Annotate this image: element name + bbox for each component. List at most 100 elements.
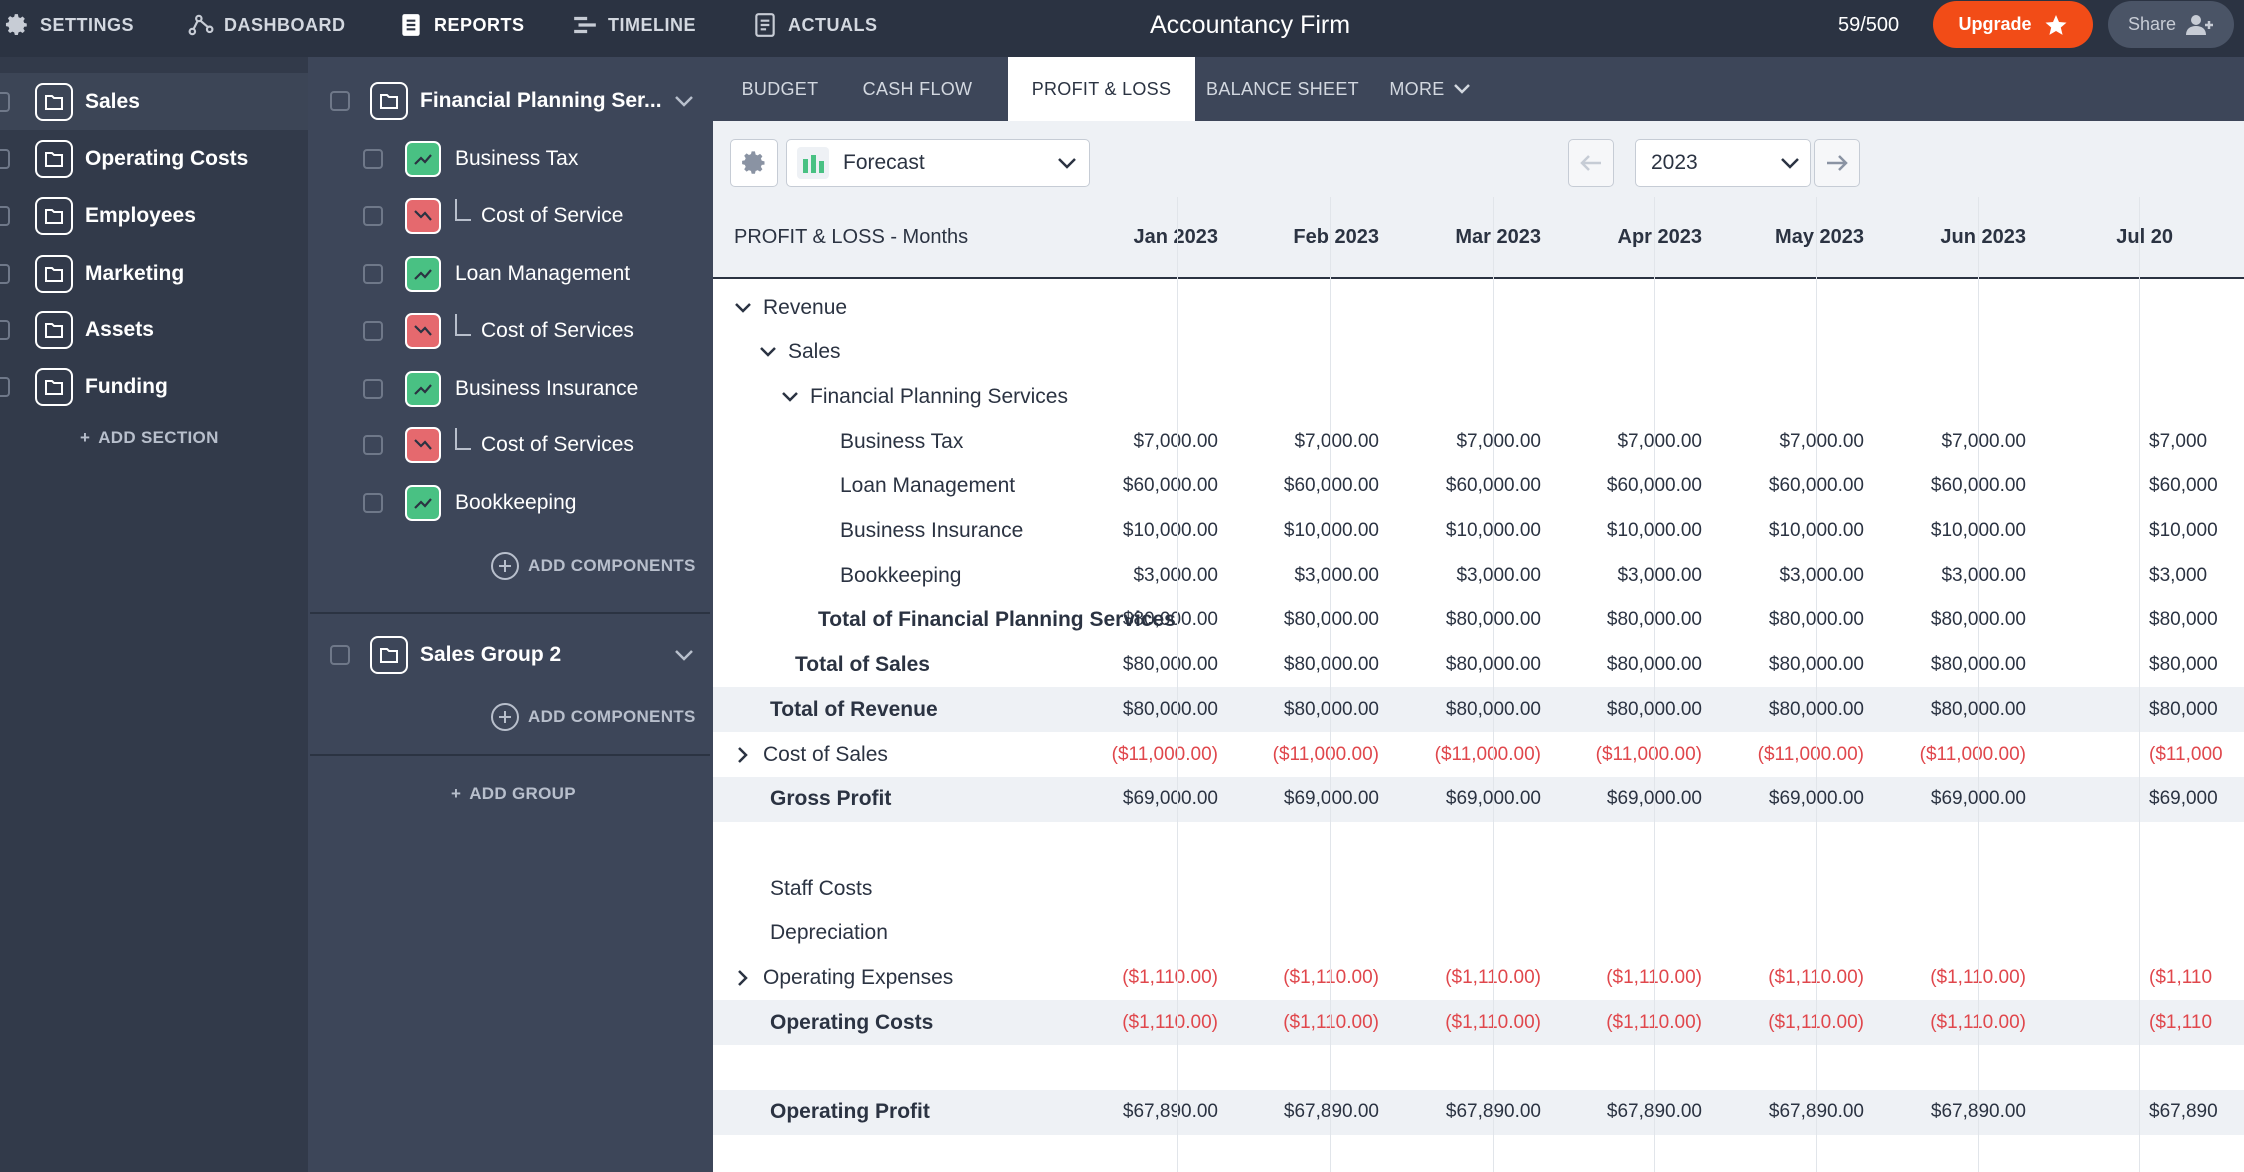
add-section-button[interactable]: + ADD SECTION bbox=[80, 428, 219, 448]
component-checkbox[interactable] bbox=[363, 321, 383, 341]
table-row: Total of Financial Planning Services $80,… bbox=[713, 598, 2244, 643]
share-button[interactable]: Share bbox=[2108, 1, 2234, 48]
add-components-button[interactable]: ADD COMPONENTS bbox=[490, 551, 696, 581]
group-checkbox[interactable] bbox=[330, 645, 350, 665]
table-row: Depreciation bbox=[713, 911, 2244, 956]
chevron-right-icon[interactable] bbox=[733, 968, 763, 988]
component-checkbox[interactable] bbox=[363, 206, 383, 226]
value-cell: $80,000.00 bbox=[1391, 598, 1541, 643]
nav-dashboard[interactable]: DASHBOARD bbox=[188, 0, 346, 50]
group-header[interactable]: Financial Planning Ser... bbox=[308, 71, 713, 131]
tab-budget[interactable]: BUDGET bbox=[713, 57, 847, 121]
group-header[interactable]: Sales Group 2 bbox=[308, 625, 713, 685]
top-bar: SETTINGS DASHBOARD REPORTS TIMELINE ACTU… bbox=[0, 0, 2244, 57]
section-checkbox[interactable] bbox=[0, 205, 10, 226]
nav-settings[interactable]: SETTINGS bbox=[4, 0, 134, 50]
value-cell: $80,000.00 bbox=[1122, 654, 1218, 676]
section-checkbox[interactable] bbox=[0, 376, 10, 397]
chevron-down-icon[interactable] bbox=[758, 342, 788, 362]
chevron-right-icon[interactable] bbox=[733, 745, 763, 765]
value-cell: ($11,000.00) bbox=[1434, 743, 1541, 765]
section-checkbox[interactable] bbox=[0, 319, 10, 340]
prev-year-button[interactable] bbox=[1568, 139, 1614, 187]
report-settings-button[interactable] bbox=[730, 139, 778, 187]
row-label[interactable]: Sales bbox=[758, 330, 841, 375]
section-label: Assets bbox=[85, 317, 154, 341]
nav-actuals[interactable]: ACTUALS bbox=[752, 0, 878, 50]
row-label: Staff Costs bbox=[770, 866, 872, 911]
component-checkbox[interactable] bbox=[363, 435, 383, 455]
group-name: Financial Planning Ser... bbox=[420, 89, 662, 112]
month-column-header[interactable]: Mar 2023 bbox=[1455, 225, 1541, 248]
add-group-button[interactable]: + ADD GROUP bbox=[451, 784, 576, 804]
value-cell: $60,000.00 bbox=[1552, 464, 1702, 509]
chevron-down-icon[interactable] bbox=[733, 298, 763, 318]
value-cell: ($1,110.00) bbox=[1768, 967, 1864, 988]
value-cell: $7,000.00 bbox=[1779, 430, 1864, 452]
value-cell: $67,890 bbox=[2149, 1101, 2218, 1123]
chevron-down-icon[interactable] bbox=[780, 387, 810, 407]
component-item[interactable]: Cost of Services bbox=[308, 303, 713, 359]
value-cell: $80,000.00 bbox=[1391, 643, 1541, 688]
value-cell: $67,890.00 bbox=[1714, 1090, 1864, 1135]
value-cell: $7,000 bbox=[2149, 430, 2208, 452]
tab-balance-sheet[interactable]: BALANCE SHEET bbox=[1195, 57, 1370, 121]
row-label[interactable]: Financial Planning Services bbox=[780, 374, 1068, 419]
component-item[interactable]: Business Insurance bbox=[308, 361, 713, 417]
section-item[interactable]: Sales bbox=[0, 73, 308, 130]
table-row: Sales bbox=[713, 330, 2244, 375]
component-item[interactable]: Bookkeeping bbox=[308, 475, 713, 531]
component-checkbox[interactable] bbox=[363, 149, 383, 169]
view-select[interactable]: Forecast bbox=[786, 139, 1090, 187]
table-row: Business Insurance $10,000.00 $10,000.00 $1… bbox=[713, 509, 2244, 554]
row-label[interactable]: Operating Expenses bbox=[733, 956, 953, 1001]
table-header-label: PROFIT & LOSS - Months bbox=[734, 225, 969, 248]
section-checkbox[interactable] bbox=[0, 148, 10, 169]
section-item[interactable]: Assets bbox=[0, 301, 308, 358]
row-label[interactable]: Revenue bbox=[733, 285, 847, 330]
row-label[interactable]: Cost of Sales bbox=[733, 732, 888, 777]
component-checkbox[interactable] bbox=[363, 379, 383, 399]
tab-cash-flow[interactable]: CASH FLOW bbox=[847, 57, 988, 121]
component-checkbox[interactable] bbox=[363, 264, 383, 284]
row-label-text: Loan Management bbox=[840, 474, 1016, 498]
group-checkbox[interactable] bbox=[330, 91, 350, 111]
month-column-header[interactable]: Apr 2023 bbox=[1617, 225, 1703, 248]
row-label-text: Gross Profit bbox=[770, 787, 892, 811]
component-item[interactable]: Cost of Services bbox=[308, 417, 713, 473]
tab-profit-loss[interactable]: PROFIT & LOSS bbox=[1008, 57, 1195, 121]
year-select[interactable]: 2023 bbox=[1635, 139, 1811, 187]
value-cell: ($1,110.00) bbox=[1122, 967, 1218, 988]
row-label-text: Depreciation bbox=[770, 921, 888, 945]
tab-more[interactable]: MORE bbox=[1370, 57, 1490, 121]
chevron-down-icon[interactable] bbox=[673, 90, 695, 112]
section-checkbox[interactable] bbox=[0, 91, 10, 112]
section-item[interactable]: Marketing bbox=[0, 245, 308, 302]
component-item[interactable]: Loan Management bbox=[308, 246, 713, 302]
component-checkbox[interactable] bbox=[363, 493, 383, 513]
component-item[interactable]: Business Tax bbox=[308, 131, 713, 187]
add-components-button[interactable]: ADD COMPONENTS bbox=[490, 702, 696, 732]
upgrade-button[interactable]: Upgrade bbox=[1933, 1, 2093, 48]
month-column-header[interactable]: Jan 2023 bbox=[1133, 225, 1218, 248]
next-year-button[interactable] bbox=[1814, 139, 1860, 187]
month-column-header[interactable]: May 2023 bbox=[1775, 225, 1864, 248]
section-item[interactable]: Funding bbox=[0, 358, 308, 415]
value-cell: $10,000.00 bbox=[1283, 520, 1379, 541]
nav-timeline[interactable]: TIMELINE bbox=[572, 0, 696, 50]
section-checkbox[interactable] bbox=[0, 263, 10, 284]
usage-counter: 59/500 bbox=[1838, 13, 1900, 36]
folder-icon bbox=[35, 196, 73, 235]
component-item[interactable]: Cost of Service bbox=[308, 188, 713, 244]
month-column-header[interactable]: Feb 2023 bbox=[1293, 225, 1379, 248]
plus-icon: + bbox=[451, 784, 462, 803]
upgrade-label: Upgrade bbox=[1958, 14, 2032, 34]
month-column-header[interactable]: Jun 2023 bbox=[1940, 225, 2026, 248]
table-row: Bookkeeping $3,000.00 $3,000.00 $3,000.00 $3… bbox=[713, 553, 2244, 598]
nav-reports-label: REPORTS bbox=[434, 14, 525, 35]
nav-reports[interactable]: REPORTS bbox=[398, 0, 525, 50]
month-column-header[interactable]: Jul 20 bbox=[2116, 225, 2173, 248]
section-item[interactable]: Operating Costs bbox=[0, 130, 308, 187]
chevron-down-icon[interactable] bbox=[673, 644, 695, 666]
section-item[interactable]: Employees bbox=[0, 187, 308, 244]
